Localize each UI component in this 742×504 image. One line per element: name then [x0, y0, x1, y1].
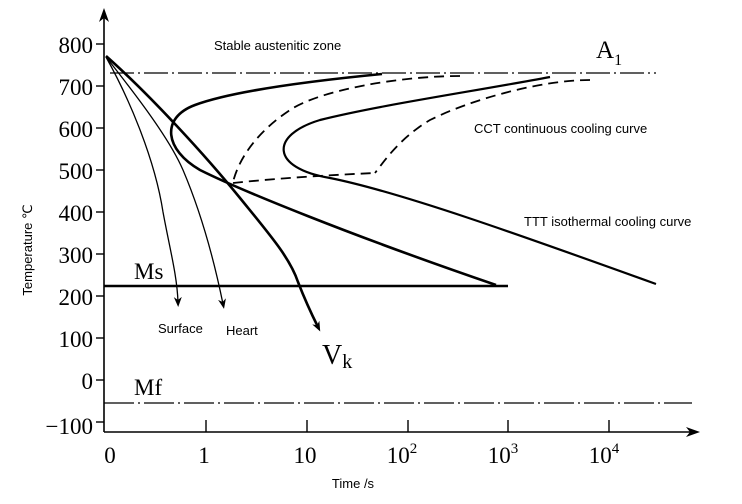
- heart-curve: [105, 56, 226, 309]
- y-tick-label: 400: [59, 201, 94, 226]
- vk-label: Vk: [322, 340, 352, 373]
- y-tick-label: 100: [59, 327, 94, 352]
- x-tick-label: 1: [198, 443, 210, 468]
- y-ticks: [96, 43, 104, 423]
- ttt-finish-curve: [282, 75, 657, 286]
- ttt-label: TTT isothermal cooling curve: [524, 214, 691, 229]
- y-tick-label: 600: [59, 117, 94, 142]
- cct-label: CCT continuous cooling curve: [474, 121, 647, 136]
- stable-austenitic-zone-label: Stable austenitic zone: [214, 38, 341, 53]
- y-tick-label: −100: [46, 414, 93, 439]
- y-tick-label: 800: [59, 33, 94, 58]
- x-tick-label: 102: [387, 441, 418, 468]
- y-axis-title: Temperature ℃: [20, 204, 35, 295]
- y-axis-arrow-icon: [99, 8, 109, 22]
- x-axis-title: Time /s: [332, 476, 375, 491]
- mf-label: Mf: [134, 375, 162, 400]
- cct-bottom-curve: [232, 172, 376, 184]
- x-tick-label: 0: [104, 443, 116, 468]
- cct-finish-curve: [374, 79, 591, 174]
- vk-curve: [105, 55, 321, 332]
- x-tick-label: 104: [589, 441, 620, 468]
- x-tick-label: 103: [488, 441, 519, 468]
- heart-label: Heart: [226, 323, 258, 338]
- ms-label: Ms: [134, 259, 163, 284]
- x-ticks: [205, 420, 610, 432]
- cct-start-curve: [232, 75, 461, 183]
- y-tick-label: 200: [59, 285, 94, 310]
- surface-label: Surface: [158, 321, 203, 336]
- y-tick-label: 300: [59, 243, 94, 268]
- x-tick-label: 10: [294, 443, 317, 468]
- y-tick-label: 0: [82, 369, 94, 394]
- a1-label: A1: [596, 37, 622, 69]
- surface-curve: [105, 56, 182, 307]
- x-axis-arrow-icon: [686, 427, 700, 437]
- ttt-start-curve: [169, 72, 497, 287]
- y-tick-label: 700: [59, 75, 94, 100]
- y-tick-label: 500: [59, 159, 94, 184]
